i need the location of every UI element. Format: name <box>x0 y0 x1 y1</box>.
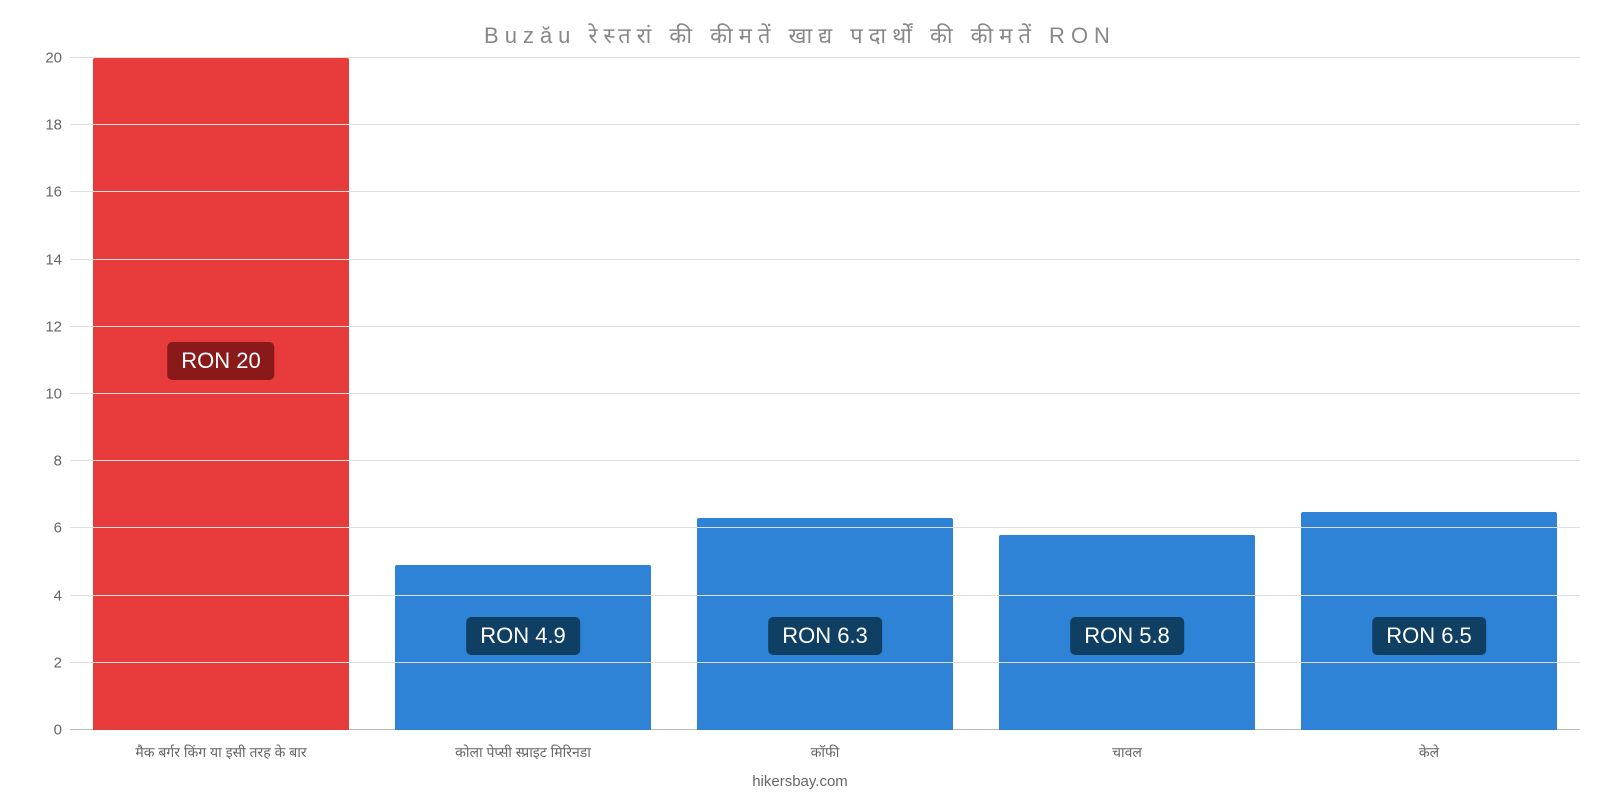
y-tick-label: 6 <box>54 520 70 537</box>
bars-container: RON 20 RON 4.9 RON 6.3 RON 5.8 RON 6.5 <box>70 58 1580 730</box>
gridline <box>70 326 1580 327</box>
bar-slot: RON 6.5 <box>1278 58 1580 730</box>
y-tick-label: 8 <box>54 453 70 470</box>
x-axis-label: मैक बर्गर किंग या इसी तरह के बार <box>70 743 372 762</box>
bar-slot: RON 5.8 <box>976 58 1278 730</box>
gridline <box>70 259 1580 260</box>
y-tick-label: 18 <box>45 117 70 134</box>
gridline <box>70 595 1580 596</box>
gridline <box>70 662 1580 663</box>
x-axis-label: केले <box>1278 743 1580 762</box>
y-tick-label: 10 <box>45 386 70 403</box>
x-axis-label: कोला पेप्सी स्प्राइट मिरिनडा <box>372 743 674 762</box>
y-tick-label: 2 <box>54 654 70 671</box>
gridline <box>70 124 1580 125</box>
x-axis-labels: मैक बर्गर किंग या इसी तरह के बारकोला पेप… <box>70 743 1580 762</box>
y-tick-label: 0 <box>54 722 70 739</box>
plot-area: RON 20RON 4.9RON 6.3RON 5.8RON 6.5 02468… <box>70 58 1580 730</box>
gridline <box>70 393 1580 394</box>
y-tick-label: 14 <box>45 251 70 268</box>
value-badge: RON 6.3 <box>768 617 882 655</box>
gridline <box>70 527 1580 528</box>
bar <box>93 58 350 730</box>
y-tick-label: 12 <box>45 318 70 335</box>
chart-title: Buzău रेस्तरां की कीमतें खाद्य पदार्थों … <box>0 20 1600 50</box>
x-axis-label: कॉफी <box>674 743 976 762</box>
x-axis-label: चावल <box>976 743 1278 762</box>
chart-attribution: hikersbay.com <box>0 773 1600 790</box>
value-badge: RON 20 <box>167 342 274 380</box>
price-bar-chart: Buzău रेस्तरां की कीमतें खाद्य पदार्थों … <box>0 0 1600 800</box>
y-tick-label: 20 <box>45 50 70 67</box>
y-tick-label: 4 <box>54 587 70 604</box>
gridline <box>70 57 1580 58</box>
y-tick-label: 16 <box>45 184 70 201</box>
value-badge: RON 6.5 <box>1372 617 1486 655</box>
bar-slot: RON 20 <box>70 58 372 730</box>
bar-slot: RON 4.9 <box>372 58 674 730</box>
bar-slot: RON 6.3 <box>674 58 976 730</box>
value-badge: RON 4.9 <box>466 617 580 655</box>
gridline <box>70 460 1580 461</box>
value-badge: RON 5.8 <box>1070 617 1184 655</box>
gridline <box>70 191 1580 192</box>
